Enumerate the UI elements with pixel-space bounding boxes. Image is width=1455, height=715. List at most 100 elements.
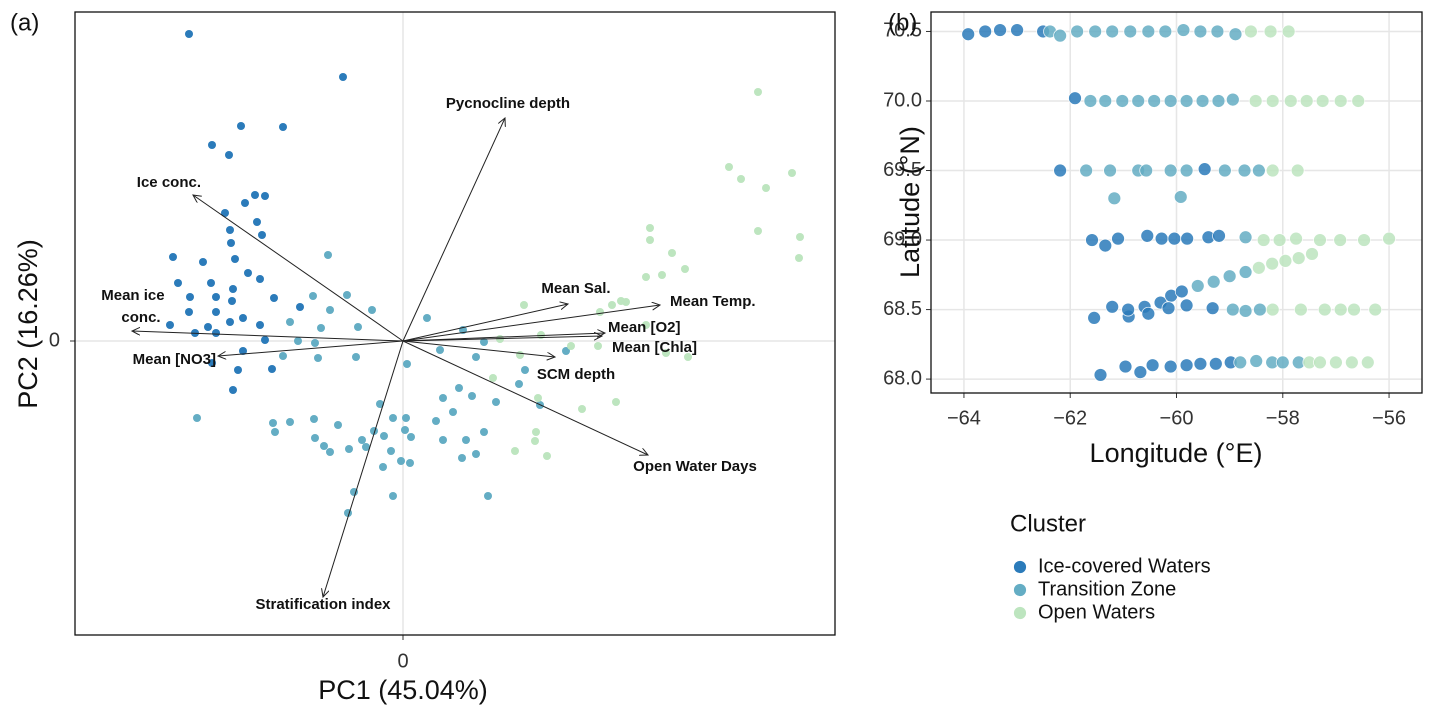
point <box>1344 355 1359 370</box>
point <box>212 293 220 301</box>
point <box>796 233 804 241</box>
point <box>1351 94 1366 108</box>
point <box>1225 92 1240 107</box>
plot-background <box>75 12 835 635</box>
point <box>1180 231 1195 246</box>
point <box>1193 356 1208 371</box>
point <box>229 285 237 293</box>
point <box>324 251 332 259</box>
y-axis-title: PC2 (16.26%) <box>13 239 43 409</box>
arrow-label: Ice conc. <box>137 174 201 191</box>
point <box>1179 94 1194 108</box>
loading-arrow <box>193 195 404 342</box>
point <box>462 436 470 444</box>
point <box>326 306 334 314</box>
plot-border <box>74 11 836 636</box>
point <box>1329 355 1343 370</box>
point <box>1179 358 1194 373</box>
point <box>762 184 770 192</box>
point <box>658 271 666 279</box>
point <box>1281 24 1296 39</box>
point <box>562 347 570 355</box>
point <box>261 336 269 344</box>
arrow-label: Open Water Days <box>633 458 757 475</box>
point <box>642 273 650 281</box>
point <box>208 141 216 149</box>
point <box>1167 231 1182 246</box>
point <box>681 265 689 273</box>
point <box>1315 94 1330 108</box>
point <box>1265 302 1280 317</box>
point <box>1333 233 1348 247</box>
point <box>1123 24 1138 39</box>
point <box>1070 24 1085 39</box>
point <box>468 392 476 400</box>
point <box>432 417 440 425</box>
arrow-label: SCM depth <box>537 366 615 383</box>
point <box>1053 163 1068 178</box>
point <box>207 279 215 287</box>
point <box>1272 233 1287 247</box>
loading-arrow <box>402 305 660 342</box>
point <box>608 301 616 309</box>
point <box>1111 231 1125 246</box>
point <box>1225 302 1240 317</box>
point <box>387 447 395 455</box>
point <box>788 169 796 177</box>
point <box>1121 302 1136 317</box>
point <box>1290 163 1305 178</box>
point <box>436 346 444 354</box>
point <box>578 405 586 413</box>
point <box>269 419 277 427</box>
point <box>251 191 259 199</box>
point <box>401 426 409 434</box>
point <box>1253 302 1267 317</box>
point <box>339 73 347 81</box>
point <box>1093 368 1108 382</box>
point <box>221 209 229 217</box>
point <box>1248 94 1263 108</box>
point <box>234 366 242 374</box>
y-tick-label: 69.5 <box>883 159 922 181</box>
point <box>646 236 654 244</box>
point <box>228 297 236 305</box>
point <box>1068 91 1082 106</box>
point <box>317 324 325 332</box>
point <box>612 398 620 406</box>
plot-border <box>930 11 1423 394</box>
point <box>1161 301 1176 316</box>
loading-arrow <box>132 331 404 342</box>
y-tick-label: 0 <box>49 329 60 351</box>
point <box>212 329 220 337</box>
legend-label: Ice-covered Waters <box>1038 555 1211 577</box>
point <box>1085 233 1099 247</box>
loading-arrow <box>402 340 648 455</box>
point <box>754 227 762 235</box>
point <box>1283 94 1298 108</box>
point <box>268 365 276 373</box>
point <box>1293 302 1308 317</box>
point <box>725 163 733 171</box>
legend-swatch <box>1013 583 1027 597</box>
point <box>286 318 294 326</box>
point <box>256 321 264 329</box>
arrow-label: Pycnocline depth <box>446 95 570 112</box>
point <box>1088 24 1103 39</box>
point <box>1382 231 1396 246</box>
point <box>1206 274 1221 289</box>
point <box>480 428 488 436</box>
arrow-label: Mean [NO3] <box>133 351 216 368</box>
point <box>1147 94 1162 108</box>
point <box>1098 94 1113 108</box>
point <box>231 255 239 263</box>
point <box>311 339 319 347</box>
point <box>402 414 410 422</box>
point <box>376 400 384 408</box>
point <box>1107 191 1122 206</box>
loading-arrow <box>323 340 404 597</box>
point <box>256 275 264 283</box>
point <box>1222 269 1237 284</box>
point <box>1145 358 1160 373</box>
point <box>1141 24 1156 39</box>
